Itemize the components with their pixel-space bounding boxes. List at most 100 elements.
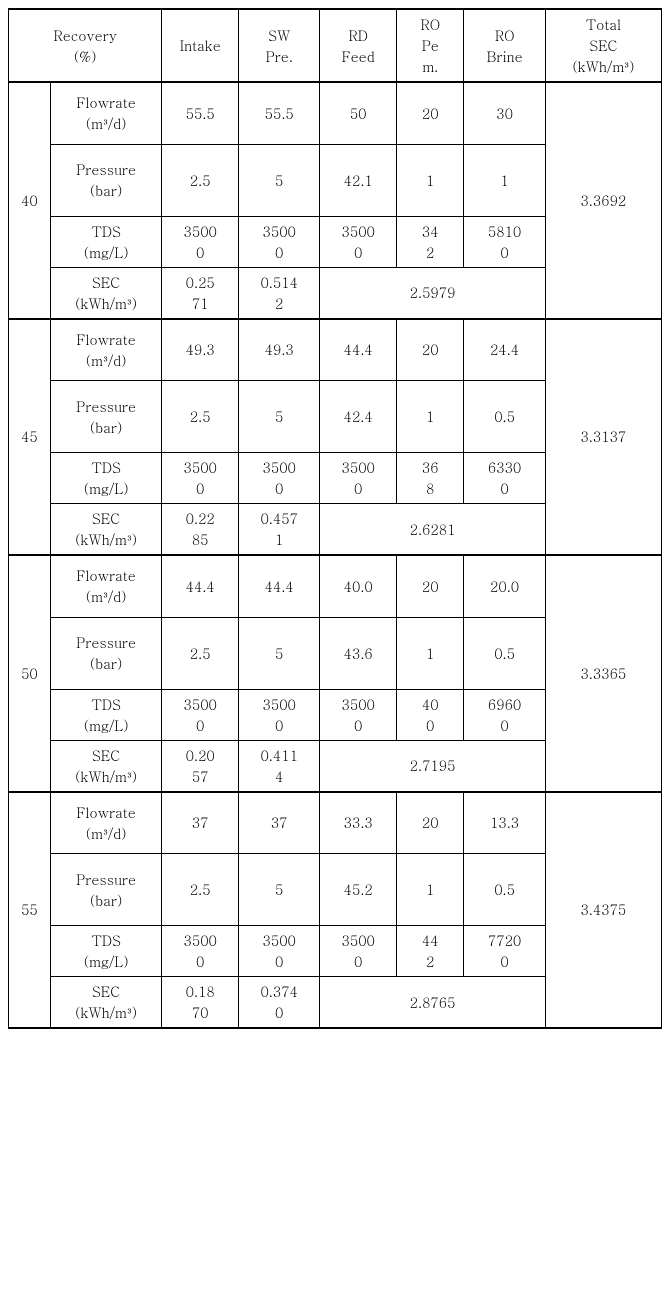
param-label-sec: SEC(kWh/m³)	[50, 267, 162, 319]
cell-flowrate: 37	[239, 792, 320, 854]
cell-pressure: 5	[239, 617, 320, 689]
cell-flowrate: 20	[397, 792, 464, 854]
recovery-value: 55	[9, 792, 51, 1029]
cell-pressure: 2.5	[162, 617, 239, 689]
cell-pressure: 2.5	[162, 854, 239, 926]
param-label-sec: SEC(kWh/m³)	[50, 740, 162, 792]
cell-flowrate: 50	[320, 82, 397, 144]
cell-flowrate: 30	[464, 82, 545, 144]
header-sw-pre: SWPre.	[239, 9, 320, 82]
cell-flowrate: 37	[162, 792, 239, 854]
cell-tds: 35000	[320, 926, 397, 977]
cell-tds: 35000	[239, 216, 320, 267]
param-label-tds: TDS(mg/L)	[50, 689, 162, 740]
cell-sec: 0.4114	[239, 740, 320, 792]
cell-sec-merged: 2.6281	[320, 504, 545, 556]
cell-sec: 0.3740	[239, 977, 320, 1029]
param-label-flowrate: Flowrate(m³/d)	[50, 792, 162, 854]
cell-pressure: 1	[397, 617, 464, 689]
recovery-value: 50	[9, 555, 51, 792]
param-label-sec: SEC(kWh/m³)	[50, 977, 162, 1029]
cell-sec: 0.2571	[162, 267, 239, 319]
param-label-tds: TDS(mg/L)	[50, 216, 162, 267]
cell-tds: 77200	[464, 926, 545, 977]
cell-flowrate: 55.5	[239, 82, 320, 144]
cell-pressure: 1	[397, 381, 464, 453]
param-label-flowrate: Flowrate(m³/d)	[50, 319, 162, 381]
cell-pressure: 0.5	[464, 854, 545, 926]
cell-sec-merged: 2.7195	[320, 740, 545, 792]
param-label-sec: SEC(kWh/m³)	[50, 504, 162, 556]
param-label-pressure: Pressure(bar)	[50, 381, 162, 453]
total-sec-value: 3.4375	[545, 792, 661, 1029]
cell-sec-merged: 2.5979	[320, 267, 545, 319]
cell-flowrate: 20	[397, 319, 464, 381]
param-label-flowrate: Flowrate(m³/d)	[50, 555, 162, 617]
cell-flowrate: 24.4	[464, 319, 545, 381]
cell-tds: 35000	[320, 216, 397, 267]
cell-sec: 0.2285	[162, 504, 239, 556]
param-label-flowrate: Flowrate(m³/d)	[50, 82, 162, 144]
total-sec-value: 3.3365	[545, 555, 661, 792]
cell-pressure: 5	[239, 144, 320, 216]
cell-flowrate: 40.0	[320, 555, 397, 617]
cell-pressure: 1	[397, 854, 464, 926]
cell-flowrate: 49.3	[239, 319, 320, 381]
header-recovery: Recovery(%)	[9, 9, 162, 82]
header-total-sec: TotalSEC(kWh/m³)	[545, 9, 661, 82]
cell-tds: 35000	[239, 926, 320, 977]
cell-flowrate: 44.4	[162, 555, 239, 617]
total-sec-value: 3.3692	[545, 82, 661, 319]
cell-pressure: 5	[239, 381, 320, 453]
cell-flowrate: 20	[397, 555, 464, 617]
cell-tds: 35000	[239, 689, 320, 740]
param-label-pressure: Pressure(bar)	[50, 854, 162, 926]
param-label-tds: TDS(mg/L)	[50, 453, 162, 504]
cell-flowrate: 44.4	[320, 319, 397, 381]
cell-pressure: 42.1	[320, 144, 397, 216]
cell-flowrate: 13.3	[464, 792, 545, 854]
cell-flowrate: 33.3	[320, 792, 397, 854]
cell-pressure: 0.5	[464, 381, 545, 453]
cell-pressure: 0.5	[464, 617, 545, 689]
cell-tds: 35000	[162, 453, 239, 504]
cell-pressure: 2.5	[162, 144, 239, 216]
cell-tds: 342	[397, 216, 464, 267]
cell-pressure: 1	[397, 144, 464, 216]
cell-pressure: 45.2	[320, 854, 397, 926]
cell-sec: 0.2057	[162, 740, 239, 792]
cell-flowrate: 44.4	[239, 555, 320, 617]
header-ro-perm: ROPem.	[397, 9, 464, 82]
cell-tds: 35000	[320, 453, 397, 504]
header-intake: Intake	[162, 9, 239, 82]
cell-sec-merged: 2.8765	[320, 977, 545, 1029]
cell-tds: 35000	[162, 926, 239, 977]
cell-flowrate: 20.0	[464, 555, 545, 617]
cell-flowrate: 49.3	[162, 319, 239, 381]
cell-tds: 58100	[464, 216, 545, 267]
cell-pressure: 5	[239, 854, 320, 926]
param-label-pressure: Pressure(bar)	[50, 617, 162, 689]
cell-tds: 35000	[162, 216, 239, 267]
header-rd-feed: RDFeed	[320, 9, 397, 82]
param-label-tds: TDS(mg/L)	[50, 926, 162, 977]
recovery-value: 40	[9, 82, 51, 319]
cell-sec: 0.4571	[239, 504, 320, 556]
recovery-value: 45	[9, 319, 51, 556]
cell-flowrate: 20	[397, 82, 464, 144]
cell-sec: 0.1870	[162, 977, 239, 1029]
cell-pressure: 1	[464, 144, 545, 216]
cell-tds: 63300	[464, 453, 545, 504]
cell-tds: 35000	[320, 689, 397, 740]
cell-tds: 442	[397, 926, 464, 977]
sec-table: Recovery(%)IntakeSWPre.RDFeedROPem.ROBri…	[8, 8, 662, 1029]
cell-pressure: 2.5	[162, 381, 239, 453]
cell-pressure: 42.4	[320, 381, 397, 453]
cell-tds: 400	[397, 689, 464, 740]
param-label-pressure: Pressure(bar)	[50, 144, 162, 216]
total-sec-value: 3.3137	[545, 319, 661, 556]
cell-tds: 69600	[464, 689, 545, 740]
cell-tds: 368	[397, 453, 464, 504]
cell-pressure: 43.6	[320, 617, 397, 689]
header-ro-brine: ROBrine	[464, 9, 545, 82]
